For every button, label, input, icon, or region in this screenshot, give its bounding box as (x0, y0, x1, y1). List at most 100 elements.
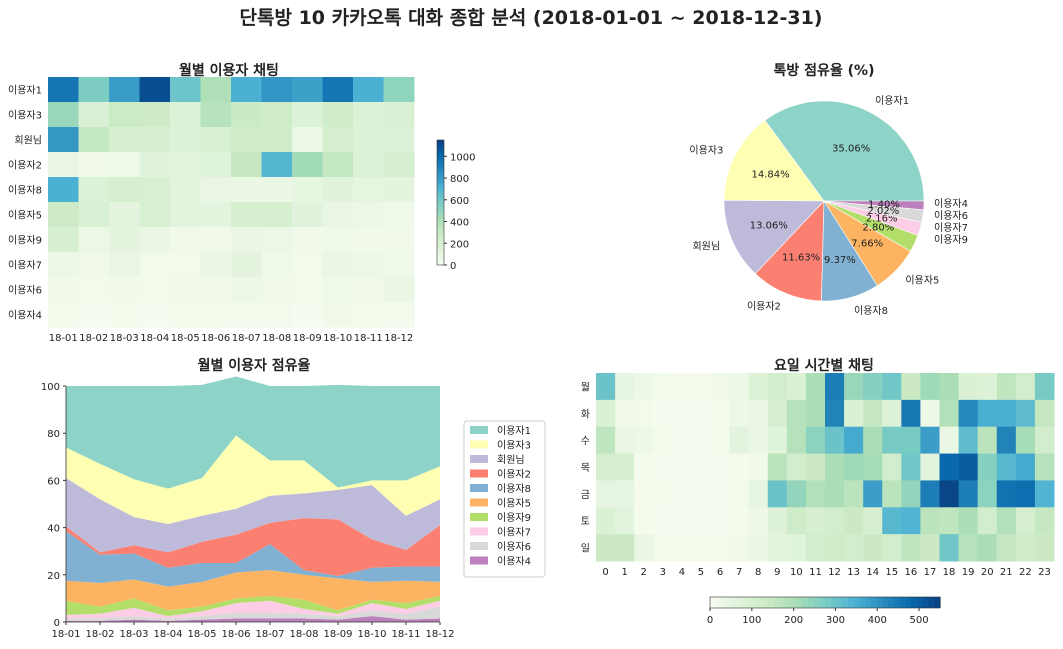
x-tick-label: 18-07 (255, 629, 284, 640)
colorbar-segment (437, 249, 444, 254)
heatmap-cell (939, 480, 960, 508)
heatmap-cell (920, 373, 940, 401)
colorbar-segment (733, 597, 740, 608)
heatmap-cell (672, 453, 692, 481)
heatmap-cell (78, 77, 110, 103)
heatmap-cell (292, 302, 323, 328)
heatmap-cell (805, 453, 826, 481)
heatmap-cell (200, 252, 232, 278)
legend-swatch (470, 426, 488, 434)
heatmap-cell (615, 426, 635, 455)
heatmap-cell (710, 399, 731, 428)
colorbar-segment (437, 165, 444, 169)
pie-slice-label: 이용자5 (905, 274, 939, 286)
heatmap-cell (977, 373, 998, 401)
heatmap-cell (786, 373, 807, 401)
monthly-share-area-chart: 월별 이용자 점유율 0 20 40 60 80 100 18-01 18-02 18-03 18… (41, 357, 546, 640)
heatmap-cell (231, 77, 262, 103)
x-tick-label: 18-08 (289, 629, 318, 640)
heatmap-cell (805, 399, 826, 428)
area-series (66, 376, 440, 489)
heatmap-cell (139, 302, 171, 328)
colorbar-segment (437, 236, 444, 241)
pie-value-label: 2.02% (867, 206, 899, 217)
heatmap-cell (729, 453, 750, 481)
pie-slice (764, 100, 925, 202)
heatmap-cell (786, 534, 807, 562)
heatmap-cell (710, 453, 731, 481)
colorbar-segment (437, 252, 444, 257)
chart-title: 월별 이용자 채팅 (179, 62, 279, 79)
y-tick-label: 40 (47, 524, 60, 535)
y-tick-label: 월 (581, 381, 590, 393)
colorbar-segment (848, 597, 855, 608)
colorbar-tick-label: 0 (450, 261, 456, 272)
x-tick-labels: 18-01 18-02 18-03 18-04 18-05 18-06 18-07 18-08… (49, 333, 414, 344)
pie-value-label: 2.16% (866, 214, 898, 225)
heatmap-cell (1034, 399, 1055, 428)
heatmap-cell (748, 534, 769, 562)
colorbar-segment (859, 597, 866, 608)
x-tick-label: 4 (679, 567, 685, 578)
colorbar-segment (437, 233, 444, 238)
pie-value-label: 35.06% (832, 143, 870, 154)
heatmap-cell (920, 534, 940, 562)
colorbar-segment (437, 152, 444, 157)
heatmap-cell (805, 534, 826, 562)
heatmap-cell (691, 453, 711, 481)
heatmap-cell (863, 373, 883, 401)
colorbar-segment (825, 597, 832, 608)
heatmap-cell (939, 399, 960, 428)
heatmap-cell (748, 426, 769, 455)
colorbar-segment (784, 597, 792, 608)
heatmap-cell (825, 507, 845, 535)
area-plot: 0 20 40 60 80 100 18-01 18-02 18-03 18-04 18-05 18-… (41, 376, 455, 640)
heatmap-cell (353, 177, 384, 203)
heatmap-cell (748, 507, 769, 535)
heatmap-cell (322, 127, 354, 153)
heatmap-cell (977, 534, 998, 562)
heatmap-cell (170, 152, 201, 178)
colorbar-segment (437, 199, 444, 204)
colorbar-segment (437, 143, 444, 147)
y-tick-label: 이용자3 (8, 110, 42, 122)
pie-slice-label: 이용자2 (747, 300, 781, 312)
x-tick-label: 15 (885, 567, 898, 578)
heatmap-cell (261, 127, 293, 153)
area-series (66, 596, 440, 617)
colorbar-segment (437, 149, 444, 154)
colorbar-segment (779, 597, 786, 608)
legend-label: 이용자2 (497, 469, 531, 481)
heatmap-cell (170, 202, 201, 228)
legend-label: 이용자7 (497, 527, 531, 539)
colorbar-segment (790, 597, 797, 608)
colorbar-segment (437, 186, 444, 191)
heatmap-cell (139, 252, 171, 278)
x-tick-label: 18-05 (171, 333, 200, 344)
heatmap-cell (109, 77, 140, 103)
colorbar-tick-label: 200 (784, 615, 803, 626)
heatmap-cell (292, 127, 323, 153)
heatmap-cell (996, 453, 1017, 481)
heatmap-cell (200, 152, 232, 178)
heatmap-cell (634, 453, 654, 481)
heatmap-cell (322, 202, 354, 228)
heatmap-cell (78, 277, 110, 303)
heatmap-cell (920, 507, 940, 535)
colorbar-segment (437, 161, 444, 166)
heatmap-cell (1015, 373, 1036, 401)
heatmap-cell (748, 480, 769, 508)
pie-slice (823, 200, 925, 211)
heatmap-cell (383, 202, 415, 228)
pie-slice (723, 119, 825, 202)
legend-label: 이용자3 (497, 440, 531, 452)
colorbar-segment (437, 227, 444, 232)
heatmap-cell (1034, 507, 1055, 535)
heatmap-cell (996, 399, 1017, 428)
area-series (66, 531, 440, 587)
heatmap-cell (653, 373, 673, 401)
legend-swatch (470, 498, 488, 507)
heatmap-cell (1034, 480, 1055, 508)
x-tick-label: 3 (660, 567, 666, 578)
heatmap-cell (1015, 480, 1036, 508)
